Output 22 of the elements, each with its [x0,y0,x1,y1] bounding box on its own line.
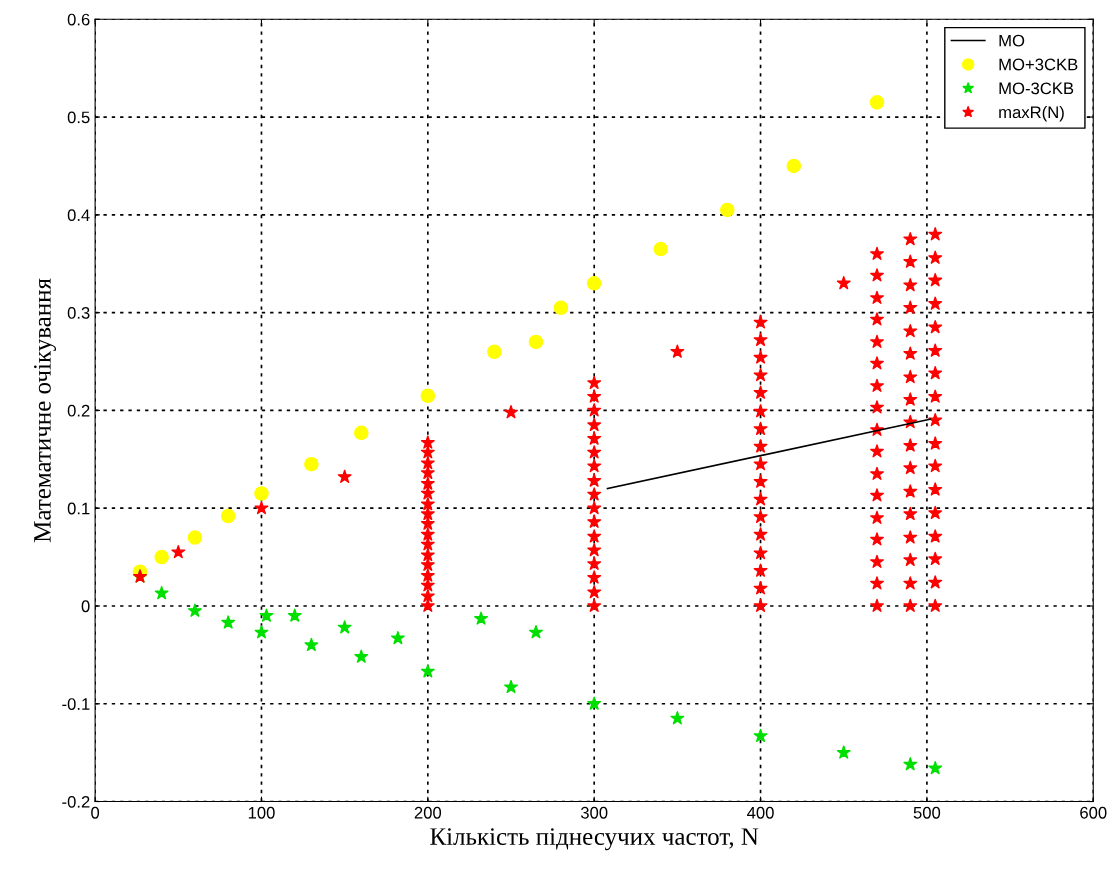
y-tick-label: 0.3 [67,307,90,319]
y-tick-label: 0.5 [67,111,90,124]
legend-label: maxR(N) [999,105,1064,122]
x-tick-label: 600 [1080,806,1107,819]
y-tick-label: 0.1 [67,502,90,515]
y-tick-label: -0.2 [62,795,90,808]
y-tick-label: 0 [81,600,90,613]
x-tick-label: 100 [248,806,275,819]
x-tick-label: 0 [91,806,100,819]
legend-label: MO-3CKB [999,82,1074,95]
x-tick-label: 300 [580,806,608,819]
legend-label: MO+3CKB [999,58,1078,71]
y-axis-title: Математичне очікування [34,278,56,543]
x-tick-label: 500 [913,806,941,819]
y-tick-label: 0.6 [67,13,90,26]
y-tick-label: 0.4 [67,209,90,222]
y-tick-label: -0.1 [62,698,90,710]
x-tick-label: 400 [747,806,774,819]
x-tick-label: 200 [414,806,442,819]
y-tick-label: 0.2 [67,404,90,417]
legend-label: MO [999,34,1025,47]
x-axis-title: Кількість піднесучих частот, N [430,828,759,851]
